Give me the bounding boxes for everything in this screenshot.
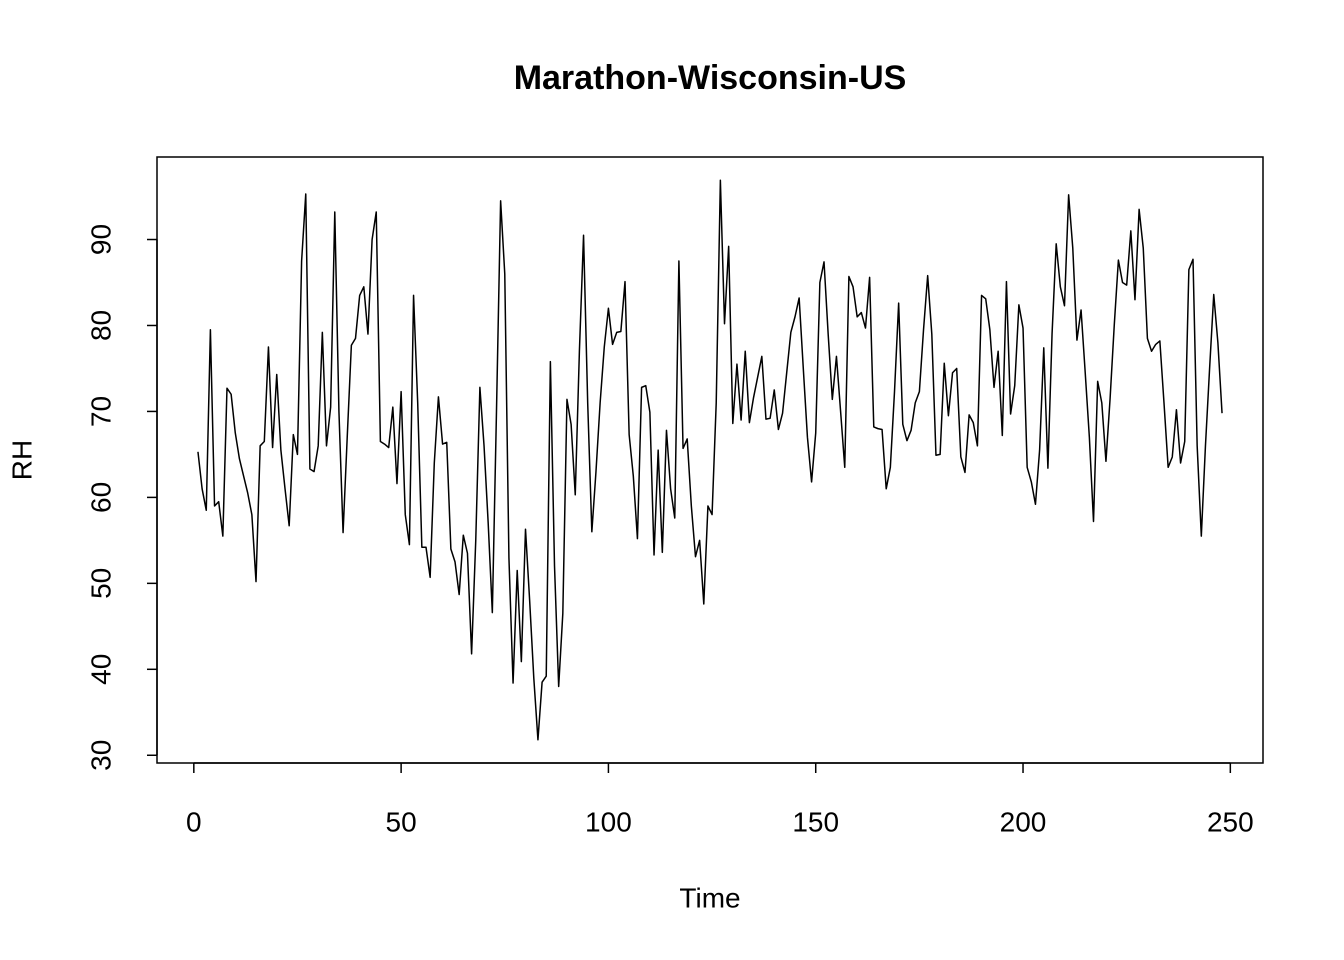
x-tick-label: 200 xyxy=(1000,806,1047,837)
y-tick-label: 70 xyxy=(85,396,116,427)
y-axis-title: RH xyxy=(6,440,37,480)
y-tick-label: 90 xyxy=(85,224,116,255)
x-tick-label: 250 xyxy=(1207,806,1254,837)
y-tick-label: 30 xyxy=(85,740,116,771)
x-tick-label: 100 xyxy=(585,806,632,837)
plot-box xyxy=(156,156,1264,764)
chart-title: Marathon-Wisconsin-US xyxy=(514,59,907,97)
data-line xyxy=(197,179,1223,741)
x-axis-title: Time xyxy=(679,882,740,913)
y-tick-label: 80 xyxy=(85,310,116,341)
y-tick-label: 60 xyxy=(85,482,116,513)
x-tick-label: 0 xyxy=(186,806,202,837)
x-tick-label: 50 xyxy=(386,806,417,837)
x-tick-label: 150 xyxy=(792,806,839,837)
y-tick-label: 50 xyxy=(85,568,116,599)
y-tick-label: 40 xyxy=(85,654,116,685)
